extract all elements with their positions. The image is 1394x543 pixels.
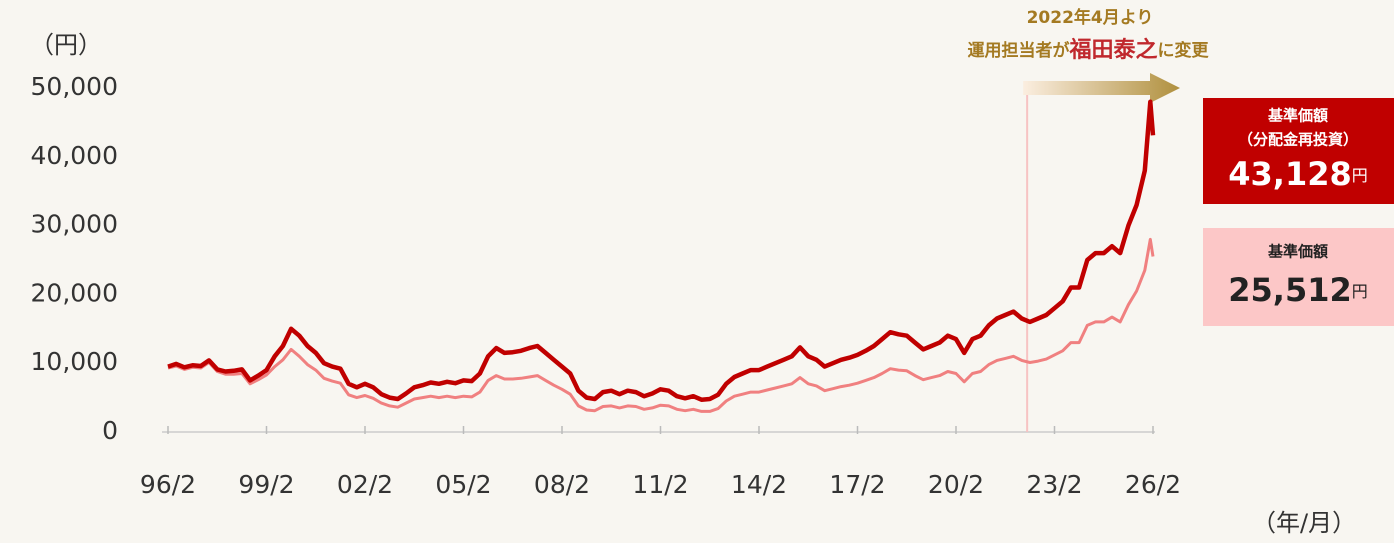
legend-value: 25,512円 <box>1228 271 1368 309</box>
legend-value: 43,128円 <box>1228 155 1368 193</box>
annotation-highlight: 福田泰之 <box>1068 37 1157 63</box>
legend-bg <box>1203 228 1394 326</box>
x-tick-label: 99/2 <box>238 470 294 499</box>
legend-bg <box>1203 98 1394 204</box>
y-tick-label: 30,000 <box>31 210 118 239</box>
change-arrow <box>1023 73 1180 103</box>
y-tick-label: 0 <box>102 416 118 445</box>
unit: 円 <box>1352 282 1368 301</box>
y-tick-label: 20,000 <box>31 278 118 307</box>
annotation-text: 2022年4月より <box>1027 7 1154 28</box>
y-tick-label: 40,000 <box>31 141 118 170</box>
x-tick-label: 11/2 <box>632 470 688 499</box>
x-tick-label: 23/2 <box>1026 470 1082 499</box>
annotation: 2022年4月より 運用担当者が福田泰之に変更 <box>967 7 1209 63</box>
y-axis-label: （円） <box>30 31 102 59</box>
unit: 円 <box>1352 166 1368 185</box>
x-tick-label: 20/2 <box>928 470 984 499</box>
x-tick-label: 96/2 <box>140 470 196 499</box>
series-line <box>167 237 1155 413</box>
y-tick-label: 50,000 <box>31 72 118 101</box>
annotation-text: 運用担当者が <box>967 40 1069 61</box>
x-tick-label: 26/2 <box>1125 470 1181 499</box>
annotation-text: 運用担当者が福田泰之に変更 <box>967 37 1209 63</box>
legend-label: （分配金再投資） <box>1238 131 1358 149</box>
x-axis-label: （年/月） <box>1252 509 1356 537</box>
legend-label: 基準価額 <box>1267 243 1328 261</box>
series-line <box>167 99 1156 402</box>
end-value: 25,512 <box>1228 271 1351 309</box>
legend-box: 基準価額 （分配金再投資） 43,128円 基準価額 25,512円 <box>1203 98 1394 326</box>
x-tick-label: 17/2 <box>829 470 885 499</box>
x-tick-label: 14/2 <box>731 470 787 499</box>
annotation-text: に変更 <box>1158 40 1210 61</box>
legend-label: 基準価額 <box>1267 107 1328 125</box>
x-tick-label: 05/2 <box>435 470 491 499</box>
x-tick-label: 08/2 <box>534 470 590 499</box>
y-tick-label: 10,000 <box>31 347 118 376</box>
x-tick-label: 02/2 <box>337 470 393 499</box>
end-value: 43,128 <box>1228 155 1351 193</box>
